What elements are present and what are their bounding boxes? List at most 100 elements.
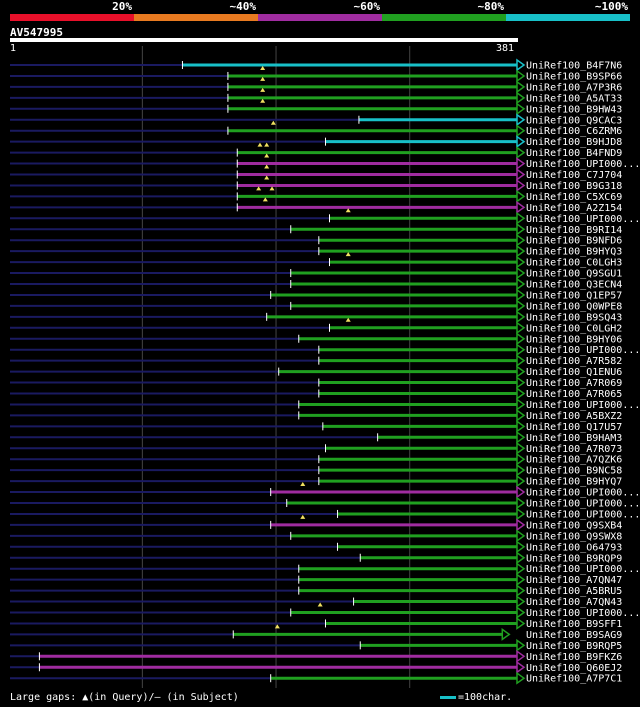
hit-label[interactable]: UniRef100_Q9SGU1 bbox=[526, 269, 622, 280]
hit-label[interactable]: UniRef100_Q0WPE8 bbox=[526, 301, 622, 312]
hit-row[interactable]: UniRef100_Q3ECN4 bbox=[10, 277, 622, 291]
hit-row[interactable]: UniRef100_C6ZRM6 bbox=[10, 120, 622, 138]
hit-label[interactable]: UniRef100_B9G318 bbox=[526, 181, 622, 192]
hit-row[interactable]: UniRef100_B9HYQ7 bbox=[10, 474, 622, 488]
hit-label[interactable]: UniRef100_UPI000... bbox=[526, 159, 640, 170]
hit-label[interactable]: UniRef100_A7R073 bbox=[526, 444, 622, 455]
hit-label[interactable]: UniRef100_Q60EJ2 bbox=[526, 663, 622, 674]
hit-label[interactable]: UniRef100_A2Z154 bbox=[526, 203, 622, 214]
hit-row[interactable]: UniRef100_B9RQP9 bbox=[10, 551, 622, 565]
hit-row[interactable]: UniRef100_A7QN43 bbox=[10, 595, 622, 609]
hit-row[interactable]: UniRef100_B9HY06 bbox=[10, 332, 622, 346]
hit-row[interactable]: UniRef100_C0LGH3 bbox=[10, 252, 622, 269]
hit-row[interactable]: UniRef100_Q1EP57 bbox=[10, 288, 622, 302]
hit-label[interactable]: UniRef100_B9SAG9 bbox=[526, 630, 622, 641]
hit-row[interactable]: UniRef100_UPI000... bbox=[10, 397, 640, 411]
hit-label[interactable]: UniRef100_B9HYQ7 bbox=[526, 477, 622, 488]
hit-label[interactable]: UniRef100_A5AT33 bbox=[526, 93, 622, 104]
hit-label[interactable]: UniRef100_C5XC69 bbox=[526, 192, 622, 203]
hit-label[interactable]: UniRef100_B9HW43 bbox=[526, 104, 622, 115]
hit-label[interactable]: UniRef100_A7QN47 bbox=[526, 575, 622, 586]
hit-row[interactable]: UniRef100_B9G318 bbox=[10, 175, 622, 192]
hit-label[interactable]: UniRef100_A7R065 bbox=[526, 389, 622, 400]
hit-label[interactable]: UniRef100_B9HJD8 bbox=[526, 137, 622, 148]
hit-label[interactable]: UniRef100_A7R069 bbox=[526, 378, 622, 389]
hit-label[interactable]: UniRef100_UPI000... bbox=[526, 345, 640, 356]
hit-row[interactable]: UniRef100_A7QN47 bbox=[10, 573, 622, 587]
hit-row[interactable]: UniRef100_B9SP66 bbox=[10, 65, 622, 83]
hit-row[interactable]: UniRef100_Q0WPE8 bbox=[10, 299, 622, 313]
hit-row[interactable]: UniRef100_B9HYQ3 bbox=[10, 244, 622, 258]
hit-label[interactable]: UniRef100_A7QN43 bbox=[526, 597, 622, 608]
hit-row[interactable]: UniRef100_Q60EJ2 bbox=[10, 660, 622, 674]
hit-label[interactable]: UniRef100_B4FND9 bbox=[526, 148, 622, 159]
hit-row[interactable]: UniRef100_Q9CAC3 bbox=[10, 113, 622, 127]
hit-row[interactable]: UniRef100_B9SFF1 bbox=[10, 616, 622, 630]
hit-row[interactable]: UniRef100_A7R073 bbox=[10, 441, 622, 455]
hit-label[interactable]: UniRef100_A7P3R6 bbox=[526, 82, 622, 93]
hit-row[interactable]: UniRef100_Q9SWX8 bbox=[10, 529, 622, 543]
hit-row[interactable]: UniRef100_B4F7N6 bbox=[10, 58, 622, 72]
hit-row[interactable]: UniRef100_A7P3R6 bbox=[10, 76, 622, 94]
hit-label[interactable]: UniRef100_B9HY06 bbox=[526, 334, 622, 345]
hit-row[interactable]: UniRef100_B9HAM3 bbox=[10, 430, 622, 444]
hit-label[interactable]: UniRef100_B9SFF1 bbox=[526, 619, 622, 630]
hit-label[interactable]: UniRef100_UPI000... bbox=[526, 499, 640, 510]
hit-row[interactable]: UniRef100_C7J704 bbox=[10, 164, 622, 182]
hit-row[interactable]: UniRef100_UPI000... bbox=[10, 208, 640, 225]
hit-label[interactable]: UniRef100_Q17U57 bbox=[526, 422, 622, 433]
hit-label[interactable]: UniRef100_C7J704 bbox=[526, 170, 622, 181]
hit-row[interactable]: UniRef100_B9RQP5 bbox=[10, 638, 622, 652]
hit-label[interactable]: UniRef100_UPI000... bbox=[526, 400, 640, 411]
hit-row[interactable]: UniRef100_UPI000... bbox=[10, 507, 640, 521]
hit-label[interactable]: UniRef100_Q1ENU6 bbox=[526, 367, 622, 378]
hit-label[interactable]: UniRef100_A7R582 bbox=[526, 356, 622, 367]
hit-label[interactable]: UniRef100_B9HAM3 bbox=[526, 433, 622, 444]
hit-label[interactable]: UniRef100_UPI000... bbox=[526, 214, 640, 225]
hit-label[interactable]: UniRef100_B9SP66 bbox=[526, 71, 622, 82]
hit-label[interactable]: UniRef100_B9FKZ6 bbox=[526, 652, 622, 663]
hit-label[interactable]: UniRef100_Q9SWX8 bbox=[526, 531, 622, 542]
hit-label[interactable]: UniRef100_UPI000... bbox=[526, 608, 640, 619]
hit-row[interactable]: UniRef100_A7R069 bbox=[10, 376, 622, 390]
hit-row[interactable]: UniRef100_A7R065 bbox=[10, 387, 622, 401]
hit-label[interactable]: UniRef100_A5BRU5 bbox=[526, 586, 622, 597]
hit-label[interactable]: UniRef100_B9RQP5 bbox=[526, 641, 622, 652]
hit-row[interactable]: UniRef100_B9HJD8 bbox=[10, 135, 622, 149]
hit-label[interactable]: UniRef100_A7P7C1 bbox=[526, 674, 622, 685]
hit-row[interactable]: UniRef100_A5BXZ2 bbox=[10, 408, 622, 422]
hit-label[interactable]: UniRef100_UPI000... bbox=[526, 509, 640, 520]
hit-row[interactable]: UniRef100_A7P7C1 bbox=[10, 671, 622, 685]
hit-label[interactable]: UniRef100_B9NC58 bbox=[526, 466, 622, 477]
hit-row[interactable]: UniRef100_O64793 bbox=[10, 540, 622, 554]
hit-row[interactable]: UniRef100_UPI000... bbox=[10, 602, 640, 620]
hit-row[interactable]: UniRef100_A7R582 bbox=[10, 354, 622, 368]
hit-row[interactable]: UniRef100_UPI000... bbox=[10, 482, 640, 499]
hit-row[interactable]: UniRef100_Q17U57 bbox=[10, 419, 622, 433]
hit-label[interactable]: UniRef100_Q3ECN4 bbox=[526, 280, 622, 291]
hit-row[interactable]: UniRef100_B9HW43 bbox=[10, 98, 622, 116]
hit-label[interactable]: UniRef100_B9RI14 bbox=[526, 225, 622, 236]
hit-row[interactable]: UniRef100_A7QZK6 bbox=[10, 452, 622, 466]
hit-label[interactable]: UniRef100_B9NFD6 bbox=[526, 236, 622, 247]
hit-row[interactable]: UniRef100_B9FKZ6 bbox=[10, 649, 622, 663]
hit-label[interactable]: UniRef100_A5BXZ2 bbox=[526, 411, 622, 422]
hit-label[interactable]: UniRef100_O64793 bbox=[526, 542, 622, 553]
hit-row[interactable]: UniRef100_UPI000... bbox=[10, 153, 640, 171]
hit-row[interactable]: UniRef100_A5AT33 bbox=[10, 87, 622, 105]
hit-label[interactable]: UniRef100_C0LGH3 bbox=[526, 258, 622, 269]
hit-row[interactable]: UniRef100_B4FND9 bbox=[10, 142, 622, 160]
hit-label[interactable]: UniRef100_B9HYQ3 bbox=[526, 247, 622, 258]
hit-label[interactable]: UniRef100_UPI000... bbox=[526, 488, 640, 499]
hit-label[interactable]: UniRef100_Q1EP57 bbox=[526, 290, 622, 301]
hit-row[interactable]: UniRef100_C5XC69 bbox=[10, 186, 622, 203]
hit-row[interactable]: UniRef100_UPI000... bbox=[10, 343, 640, 357]
hit-label[interactable]: UniRef100_UPI000... bbox=[526, 564, 640, 575]
hit-label[interactable]: UniRef100_B9RQP9 bbox=[526, 553, 622, 564]
hit-row[interactable]: UniRef100_B9NFD6 bbox=[10, 233, 622, 247]
hit-label[interactable]: UniRef100_A7QZK6 bbox=[526, 455, 622, 466]
hit-row[interactable]: UniRef100_C0LGH2 bbox=[10, 317, 622, 335]
hit-row[interactable]: UniRef100_A2Z154 bbox=[10, 197, 622, 214]
hit-row[interactable]: UniRef100_UPI000... bbox=[10, 496, 640, 510]
hit-row[interactable]: UniRef100_UPI000... bbox=[10, 562, 640, 576]
